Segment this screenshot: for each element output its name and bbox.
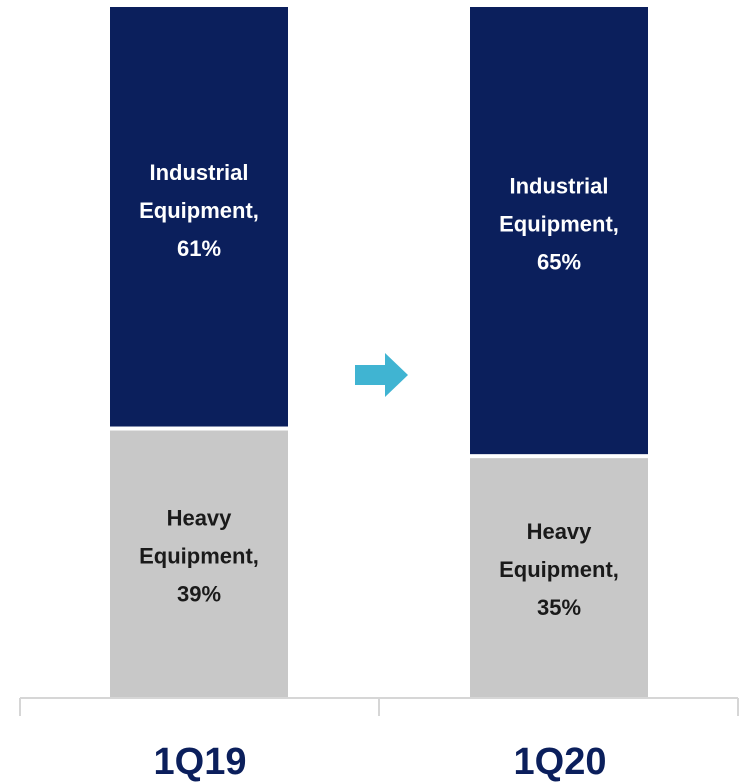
bar-segment-heavy-equipment-1q20 bbox=[470, 458, 648, 698]
x-axis: 1Q19 1Q20 bbox=[19, 697, 739, 783]
bars-layer bbox=[110, 7, 648, 698]
data-label-heavy-equipment-1q20: Heavy Equipment, 35% bbox=[499, 519, 619, 620]
data-label-industrial-equipment-1q20: Industrial Equipment, 65% bbox=[499, 174, 619, 275]
bar-segment-industrial-equipment-1q19 bbox=[110, 7, 288, 427]
x-tick-label-1q20: 1Q20 bbox=[514, 741, 607, 783]
bar-segment-industrial-equipment-1q20 bbox=[470, 7, 648, 455]
data-label-industrial-equipment-1q19: Industrial Equipment, 61% bbox=[139, 160, 259, 261]
right-arrow-icon bbox=[355, 353, 408, 397]
segment-labels-layer: Heavy Equipment, 39% Industrial Equipment, 61… bbox=[139, 160, 619, 620]
data-label-heavy-equipment-1q19: Heavy Equipment, 39% bbox=[139, 505, 259, 606]
bar-segment-heavy-equipment-1q19 bbox=[110, 430, 288, 698]
x-tick-label-1q19: 1Q19 bbox=[154, 741, 247, 783]
